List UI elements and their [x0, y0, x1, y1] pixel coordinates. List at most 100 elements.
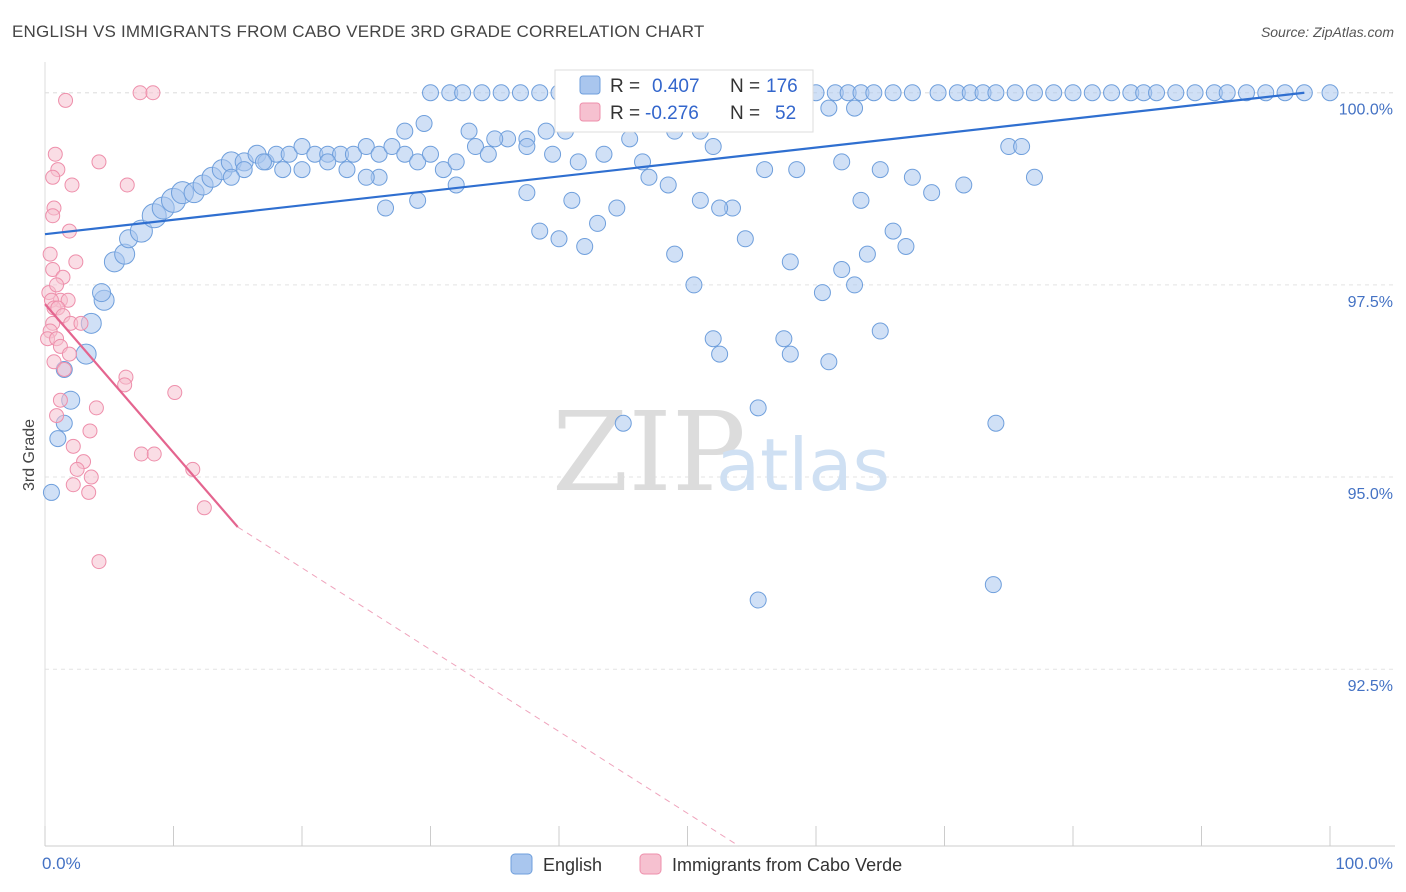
english-point [595, 145, 613, 163]
english-point [711, 199, 729, 217]
english-point [749, 591, 767, 609]
english-point [852, 191, 870, 209]
stats-box: R = 0.407 N = 176 R = -0.276 N = 52 [554, 69, 814, 133]
english-point [749, 399, 767, 417]
english-point [222, 168, 240, 186]
cabo-point [60, 292, 76, 308]
english-point [280, 145, 298, 163]
x-tick-label-min: 0.0% [42, 854, 81, 873]
english-point [415, 114, 433, 132]
english-point [492, 84, 510, 102]
cabo-point [58, 92, 74, 108]
english-point [1064, 84, 1082, 102]
cabo-point [146, 446, 162, 462]
english-point [422, 84, 439, 102]
english-point [1237, 84, 1255, 102]
axes [44, 826, 1395, 847]
cabo-point [82, 423, 98, 439]
english-point [49, 430, 67, 448]
cabo-point [73, 315, 89, 331]
trend-lines [44, 91, 1305, 847]
cabo-point [196, 500, 212, 516]
cabo-point [167, 385, 183, 401]
english-point [1167, 84, 1185, 102]
english-point [319, 153, 337, 171]
english-point [608, 199, 626, 217]
cabo-point [52, 392, 68, 408]
english-point [923, 184, 941, 202]
english-point [409, 191, 427, 209]
watermark-zip: ZIP [552, 388, 746, 516]
english-point [1013, 138, 1031, 156]
source-credit: Source: ZipAtlas.com [1260, 24, 1394, 40]
stats-cabo-swatch [579, 102, 601, 122]
x-tick-labels: 0.0% 100.0% [42, 854, 1393, 873]
english-point [544, 145, 562, 163]
cabo-point [65, 438, 81, 454]
english-point [42, 483, 60, 501]
legend-cabo-swatch[interactable] [639, 853, 662, 875]
english-point [884, 84, 902, 102]
english-point [1103, 84, 1121, 102]
english-point [820, 99, 838, 117]
english-point [466, 138, 484, 156]
english-point [409, 153, 427, 171]
stats-english-n-value: 176 [766, 76, 798, 97]
english-point [518, 184, 536, 202]
english-point [434, 161, 452, 179]
english-point [569, 153, 587, 171]
legend-english-label[interactable]: English [543, 855, 602, 875]
english-point [1045, 84, 1063, 102]
chart-title: ENGLISH VS IMMIGRANTS FROM CABO VERDE 3R… [12, 22, 705, 41]
english-point [460, 122, 478, 140]
english-point [563, 191, 581, 209]
stats-cabo-r-value: -0.276 [645, 103, 699, 124]
english-point [666, 245, 684, 263]
english-point [704, 330, 722, 348]
bottom-legend: English Immigrants from Cabo Verde [510, 853, 902, 875]
english-point [518, 138, 536, 156]
english-point [454, 84, 472, 102]
english-point [833, 261, 851, 279]
english-point [955, 176, 973, 194]
y-tick-label: 92.5% [1348, 678, 1393, 695]
english-point [858, 245, 876, 263]
english-point [473, 84, 491, 102]
english-point [293, 138, 311, 156]
y-tick-labels: 92.5% 95.0% 97.5% 100.0% [1339, 102, 1393, 695]
english-point [1006, 84, 1024, 102]
english-point [396, 122, 414, 140]
stats-english-n-label: N = [730, 76, 760, 97]
english-point [775, 330, 793, 348]
english-point [846, 276, 864, 294]
cabo-trend-line [44, 303, 239, 528]
english-point [621, 130, 639, 148]
english-point [871, 322, 889, 340]
english-point [92, 283, 112, 303]
cabo-point [83, 469, 99, 485]
english-point [903, 168, 921, 186]
cabo-point [46, 354, 62, 370]
english-point [820, 353, 838, 371]
english-point [254, 153, 272, 171]
series-english-points [42, 84, 1339, 609]
watermark-atlas: atlas [716, 423, 890, 507]
cabo-point [133, 446, 149, 462]
cabo-point [91, 154, 107, 170]
english-point [370, 145, 388, 163]
cabo-point [47, 146, 63, 162]
english-point [614, 414, 632, 432]
english-point [1148, 84, 1166, 102]
english-point [1083, 84, 1101, 102]
legend-cabo-label[interactable]: Immigrants from Cabo Verde [672, 855, 902, 875]
english-point [274, 161, 292, 179]
english-point [589, 214, 607, 232]
english-point [871, 161, 889, 179]
english-point [550, 230, 568, 248]
cabo-point [64, 177, 80, 193]
english-point [903, 84, 921, 102]
english-point [396, 145, 414, 163]
english-point [357, 138, 375, 156]
legend-english-swatch[interactable] [510, 853, 533, 875]
cabo-point [69, 461, 85, 477]
